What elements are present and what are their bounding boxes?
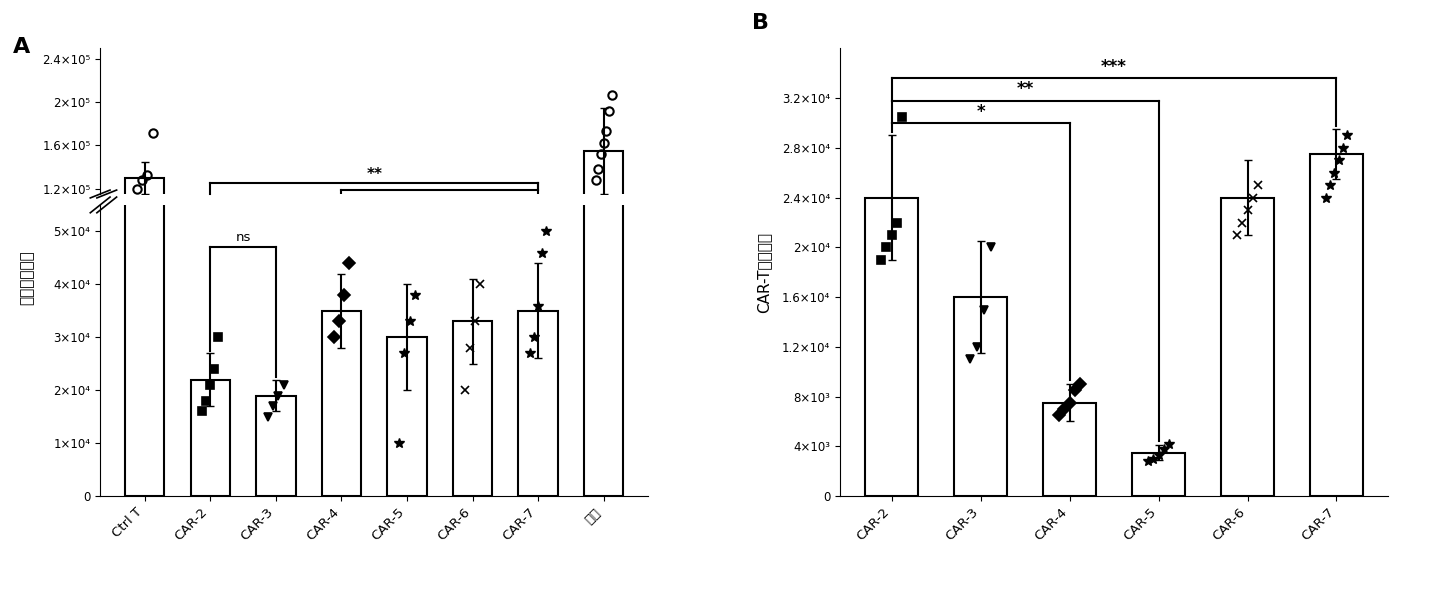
Text: B: B bbox=[753, 13, 770, 33]
Bar bbox=[452, 283, 492, 318]
Bar bbox=[388, 286, 426, 318]
Bar bbox=[190, 379, 230, 496]
Bar bbox=[256, 396, 296, 496]
Y-axis label: CAR-T细胞数目: CAR-T细胞数目 bbox=[756, 232, 771, 313]
Bar bbox=[124, 178, 165, 318]
Bar bbox=[322, 280, 361, 318]
Text: *: * bbox=[976, 102, 985, 120]
Text: ***: *** bbox=[1100, 57, 1128, 76]
Bar bbox=[452, 321, 492, 496]
Bar bbox=[124, 0, 165, 496]
Bar bbox=[584, 151, 624, 318]
Bar bbox=[1043, 403, 1096, 496]
Bar bbox=[1309, 154, 1364, 496]
Bar bbox=[190, 294, 230, 318]
Text: ns: ns bbox=[235, 231, 250, 244]
Bar bbox=[1221, 198, 1274, 496]
Bar bbox=[256, 298, 296, 318]
Bar bbox=[864, 198, 919, 496]
Text: **: ** bbox=[1016, 80, 1033, 98]
Bar bbox=[388, 337, 426, 496]
Bar bbox=[518, 311, 558, 496]
Bar bbox=[518, 280, 558, 318]
Text: **: ** bbox=[366, 167, 382, 182]
Bar bbox=[954, 297, 1007, 496]
Text: A: A bbox=[13, 37, 30, 57]
Y-axis label: 肌瘾细胞数目: 肌瘾细胞数目 bbox=[20, 250, 34, 305]
Bar bbox=[322, 311, 361, 496]
Bar bbox=[584, 0, 624, 496]
Bar bbox=[1132, 453, 1185, 496]
